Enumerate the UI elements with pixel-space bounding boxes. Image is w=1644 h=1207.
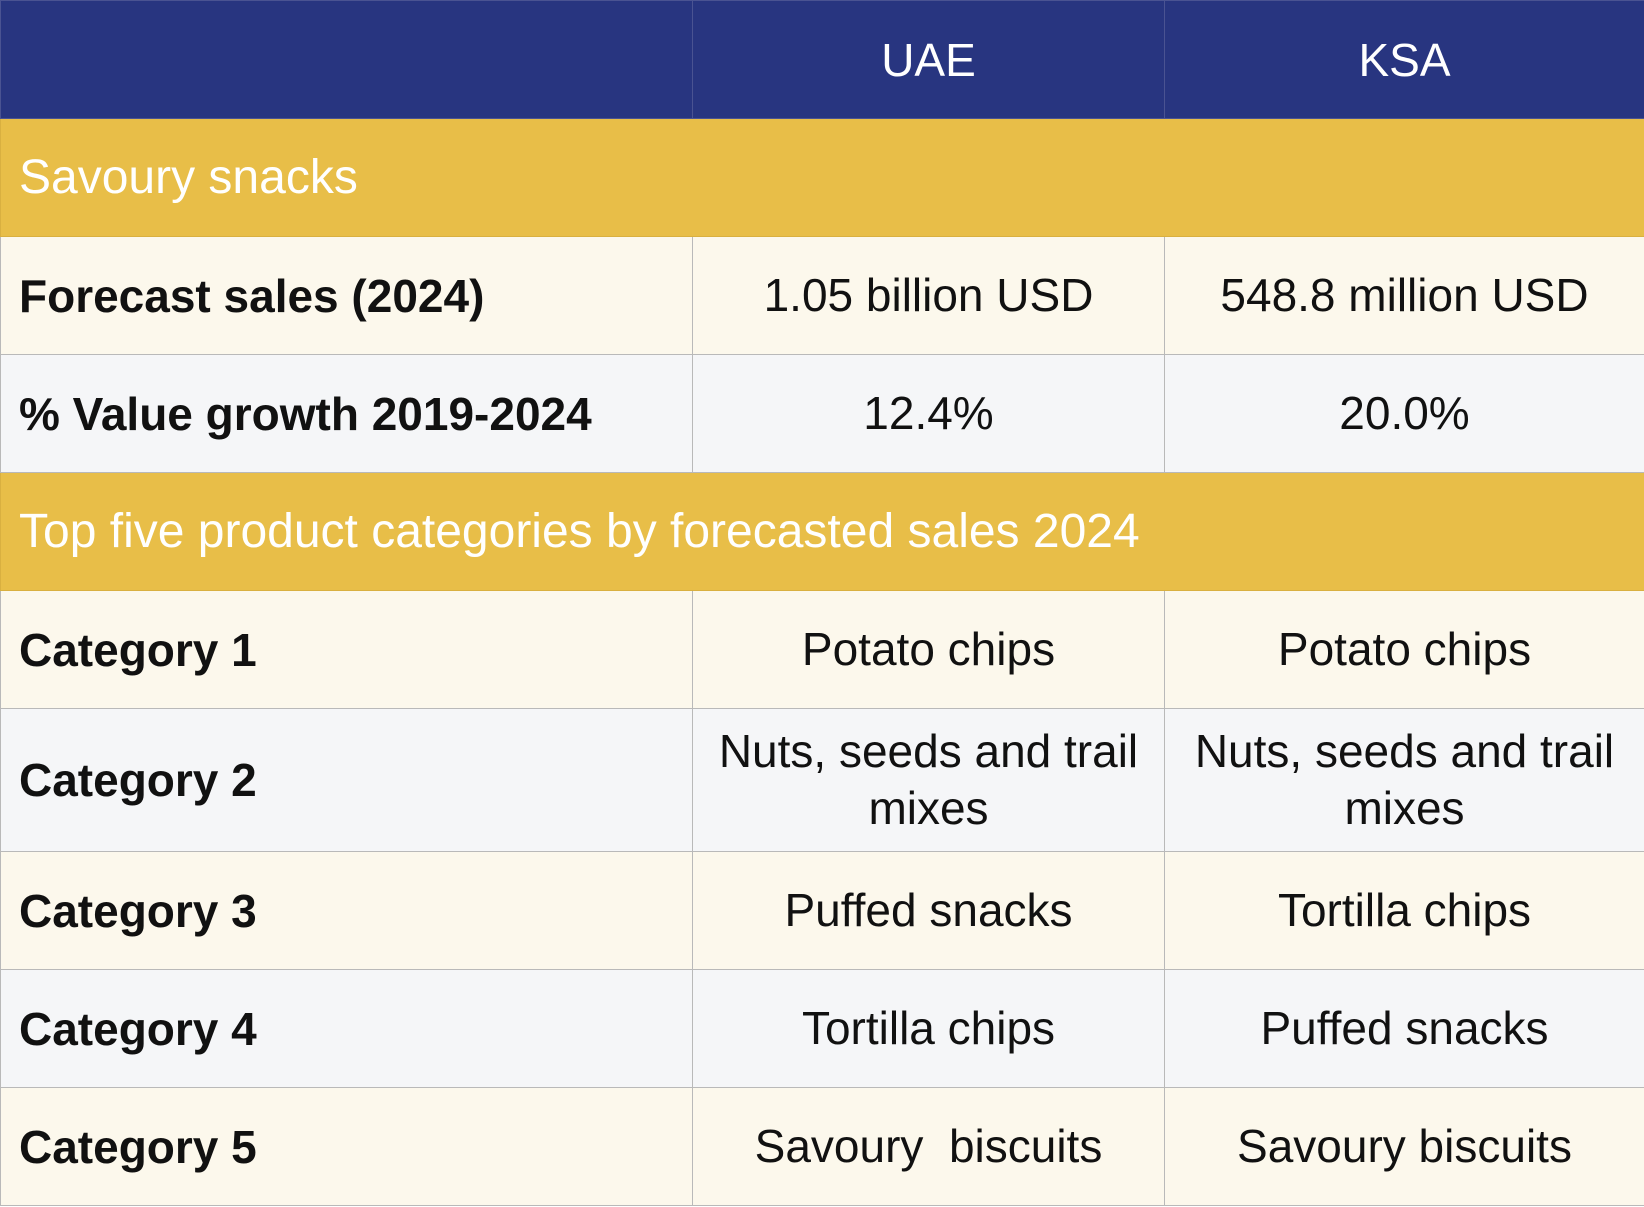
table-row: Category 4 Tortilla chips Puffed snacks xyxy=(0,969,1644,1088)
uae-value: 12.4% xyxy=(692,354,1165,473)
uae-value: Savoury biscuits xyxy=(692,1087,1165,1206)
ksa-value: Nuts, seeds and trail mixes xyxy=(1164,708,1644,852)
row-label: % Value growth 2019-2024 xyxy=(0,354,693,473)
ksa-value: Tortilla chips xyxy=(1164,851,1644,970)
row-label: Forecast sales (2024) xyxy=(0,236,693,355)
row-label: Category 3 xyxy=(0,851,693,970)
ksa-value: Savoury biscuits xyxy=(1164,1087,1644,1206)
header-blank xyxy=(0,0,693,119)
header-row: UAE KSA xyxy=(0,0,1644,119)
table-row: Category 5 Savoury biscuits Savoury bisc… xyxy=(0,1087,1644,1206)
uae-value: Potato chips xyxy=(692,590,1165,709)
table-row: Forecast sales (2024) 1.05 billion USD 5… xyxy=(0,236,1644,355)
uae-value: Nuts, seeds and trail mixes xyxy=(692,708,1165,852)
section-title: Savoury snacks xyxy=(0,118,1644,237)
row-label: Category 2 xyxy=(0,708,693,852)
table-row: Category 3 Puffed snacks Tortilla chips xyxy=(0,851,1644,970)
row-label: Category 4 xyxy=(0,969,693,1088)
header-ksa: KSA xyxy=(1164,0,1644,119)
uae-value: Puffed snacks xyxy=(692,851,1165,970)
header-uae: UAE xyxy=(692,0,1165,119)
row-label: Category 5 xyxy=(0,1087,693,1206)
row-label: Category 1 xyxy=(0,590,693,709)
ksa-value: 548.8 million USD xyxy=(1164,236,1644,355)
ksa-value: Puffed snacks xyxy=(1164,969,1644,1088)
uae-value: Tortilla chips xyxy=(692,969,1165,1088)
table-row: % Value growth 2019-2024 12.4% 20.0% xyxy=(0,354,1644,473)
table-row: Category 1 Potato chips Potato chips xyxy=(0,590,1644,709)
section-title: Top five product categories by forecaste… xyxy=(0,472,1644,591)
uae-value: 1.05 billion USD xyxy=(692,236,1165,355)
section-row: Savoury snacks xyxy=(0,118,1644,237)
section-row: Top five product categories by forecaste… xyxy=(0,472,1644,591)
ksa-value: Potato chips xyxy=(1164,590,1644,709)
table-row: Category 2 Nuts, seeds and trail mixes N… xyxy=(0,708,1644,852)
ksa-value: 20.0% xyxy=(1164,354,1644,473)
